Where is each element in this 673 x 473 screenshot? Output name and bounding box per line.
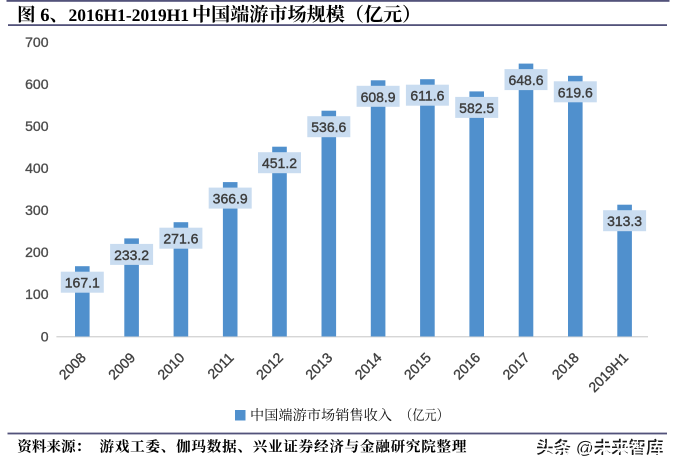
svg-text:271.6: 271.6	[163, 231, 198, 247]
svg-text:608.9: 608.9	[361, 89, 396, 105]
svg-text:366.9: 366.9	[213, 191, 248, 207]
svg-text:200: 200	[25, 244, 49, 260]
svg-text:582.5: 582.5	[459, 100, 494, 116]
svg-text:451.2: 451.2	[262, 155, 297, 171]
svg-text:0: 0	[41, 328, 49, 344]
svg-text:500: 500	[25, 118, 49, 134]
svg-text:700: 700	[25, 34, 49, 50]
svg-text:167.1: 167.1	[65, 275, 100, 291]
svg-text:313.3: 313.3	[607, 213, 642, 229]
svg-text:536.6: 536.6	[311, 119, 346, 135]
svg-text:619.6: 619.6	[558, 84, 593, 100]
svg-text:233.2: 233.2	[114, 247, 149, 263]
svg-text:100: 100	[25, 286, 49, 302]
svg-text:400: 400	[25, 160, 49, 176]
svg-text:648.6: 648.6	[508, 72, 543, 88]
svg-text:611.6: 611.6	[410, 88, 444, 104]
svg-text:300: 300	[25, 202, 49, 218]
svg-text:600: 600	[25, 76, 49, 92]
